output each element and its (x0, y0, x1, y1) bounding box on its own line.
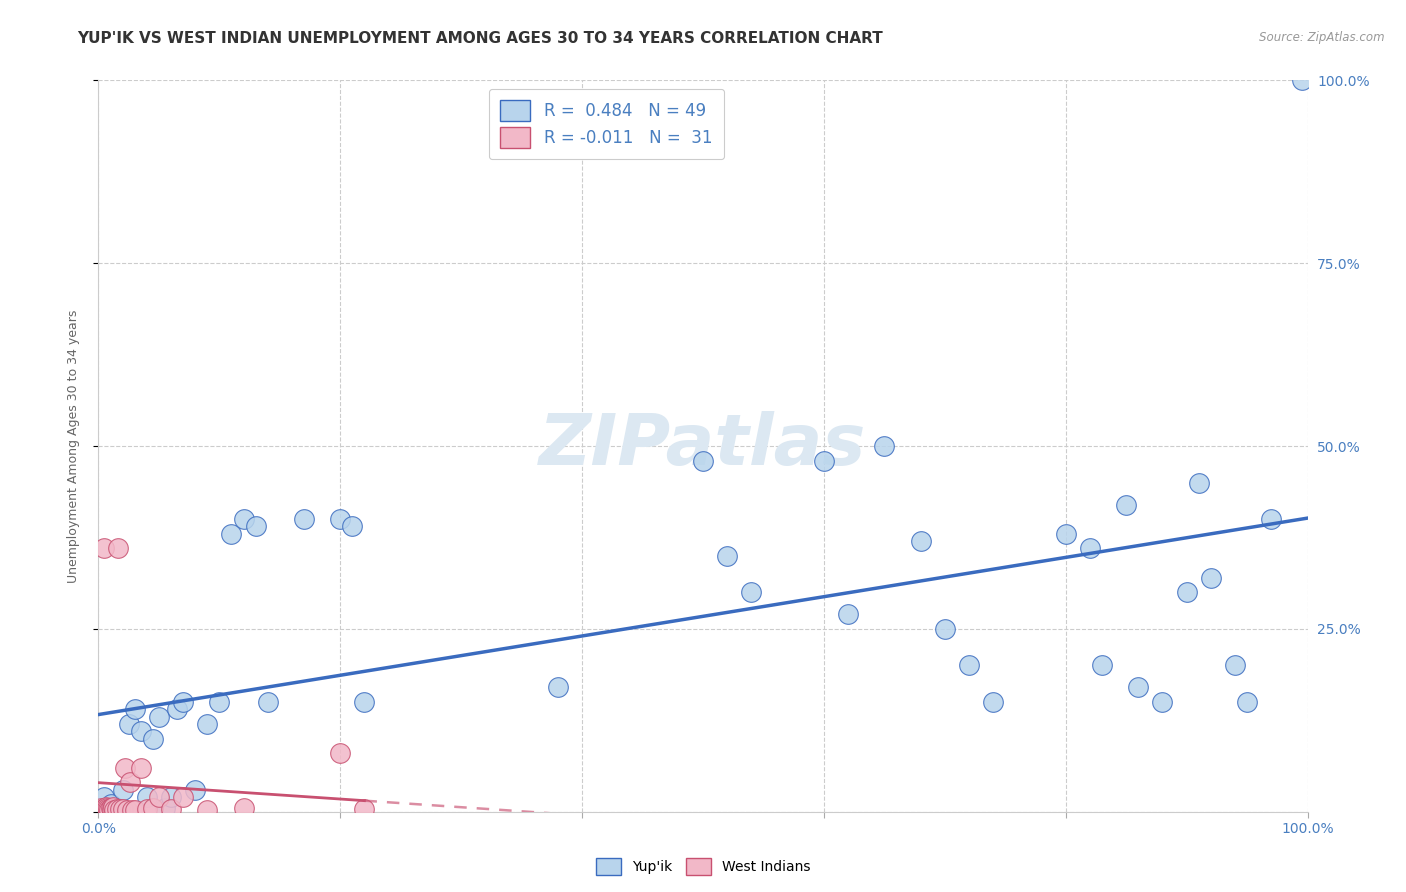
Point (353, 802, 375, 816)
Point (292, 512, 315, 526)
Point (101, 799, 124, 814)
Point (100, 797, 122, 812)
Point (160, 802, 183, 816)
Point (957, 658, 980, 673)
Point (221, 526, 243, 541)
Point (100, 802, 122, 816)
Point (148, 709, 170, 723)
Point (1128, 681, 1150, 695)
Point (142, 801, 165, 815)
Point (208, 695, 231, 709)
Point (245, 519, 267, 533)
Point (121, 803, 143, 817)
Point (124, 803, 146, 817)
Text: YUP'IK VS WEST INDIAN UNEMPLOYMENT AMONG AGES 30 TO 34 YEARS CORRELATION CHART: YUP'IK VS WEST INDIAN UNEMPLOYMENT AMONG… (77, 31, 883, 46)
Point (716, 549, 738, 563)
Point (98, 803, 121, 817)
Point (105, 801, 128, 815)
Point (97, 802, 120, 816)
Point (232, 801, 254, 815)
Legend: R =  0.484   N = 49, R = -0.011   N =  31: R = 0.484 N = 49, R = -0.011 N = 31 (489, 88, 724, 160)
Point (1223, 658, 1246, 673)
Point (103, 803, 125, 817)
Y-axis label: Unemployment Among Ages 30 to 34 years: Unemployment Among Ages 30 to 34 years (67, 310, 80, 582)
Point (342, 519, 364, 533)
Point (195, 803, 218, 817)
Point (118, 717, 141, 731)
Point (1091, 658, 1114, 673)
Point (107, 541, 129, 556)
Point (1291, 73, 1313, 87)
Point (124, 702, 146, 716)
Point (934, 622, 956, 636)
Point (692, 453, 714, 467)
Point (232, 512, 254, 526)
Text: ZIPatlas: ZIPatlas (540, 411, 866, 481)
Point (135, 790, 157, 805)
Legend: Yup'ik, West Indians: Yup'ik, West Indians (591, 853, 815, 880)
Point (148, 790, 170, 805)
Point (118, 775, 141, 789)
Point (93, 790, 115, 805)
Point (1236, 695, 1258, 709)
Point (114, 761, 136, 775)
Point (1260, 512, 1282, 526)
Point (135, 802, 157, 816)
Point (329, 746, 352, 760)
Point (94, 800, 117, 814)
Point (129, 724, 152, 739)
Point (172, 790, 194, 805)
Point (129, 761, 152, 775)
Point (96, 801, 118, 815)
Point (111, 782, 134, 797)
Point (93, 541, 115, 556)
Point (91, 803, 114, 817)
Point (160, 790, 183, 805)
Point (329, 512, 352, 526)
Point (195, 717, 218, 731)
Point (108, 802, 131, 816)
Point (117, 803, 139, 817)
Point (1152, 695, 1174, 709)
Point (1175, 585, 1198, 599)
Point (547, 681, 569, 695)
Point (166, 702, 188, 716)
Point (837, 607, 859, 622)
Point (981, 695, 1004, 709)
Point (1199, 571, 1222, 585)
Point (90, 801, 112, 815)
Point (1188, 475, 1211, 490)
Point (353, 695, 375, 709)
Point (1115, 498, 1137, 512)
Point (184, 782, 207, 797)
Point (813, 453, 835, 467)
Text: Source: ZipAtlas.com: Source: ZipAtlas.com (1260, 31, 1385, 45)
Point (740, 585, 762, 599)
Point (1054, 526, 1077, 541)
Point (910, 534, 932, 549)
Point (873, 439, 896, 453)
Point (105, 802, 128, 816)
Point (91, 802, 114, 816)
Point (1078, 541, 1101, 556)
Point (142, 731, 165, 746)
Point (111, 802, 134, 816)
Point (256, 695, 278, 709)
Point (172, 695, 194, 709)
Point (100, 801, 122, 815)
Point (153, 801, 176, 815)
